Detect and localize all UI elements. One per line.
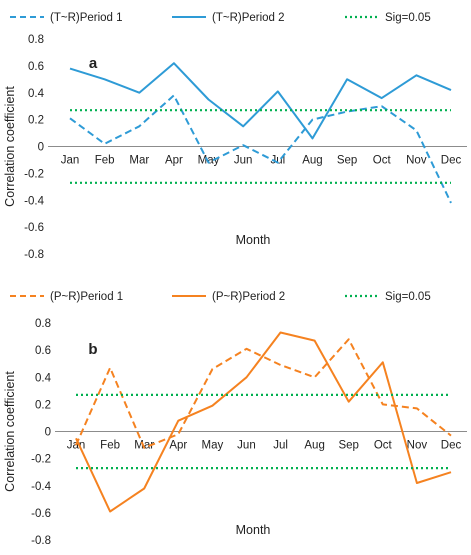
panel-label: b <box>88 341 97 358</box>
y-tick-label: -0.2 <box>24 168 44 180</box>
y-tick-label: 0.6 <box>28 61 44 73</box>
series-line-0-0 <box>69 94 452 204</box>
legend-label: (P~R)Period 1 <box>50 291 123 303</box>
y-tick-label: 0.4 <box>35 372 52 384</box>
y-tick-label: -0.2 <box>31 454 51 466</box>
x-tick-label: Feb <box>100 440 120 452</box>
x-tick-label: Dec <box>441 155 462 167</box>
y-tick-label: -0.6 <box>24 222 44 234</box>
x-tick-label: Nov <box>406 155 427 167</box>
y-axis-title: Correlation coefficient <box>3 86 17 207</box>
y-tick-label: -0.8 <box>24 249 44 261</box>
x-tick-label: Jul <box>273 440 288 452</box>
series-line-1-0 <box>75 338 452 449</box>
y-tick-label: 0.8 <box>28 34 44 46</box>
x-tick-label: May <box>198 155 220 167</box>
x-tick-label: Dec <box>441 440 462 452</box>
x-tick-label: Sep <box>338 440 358 452</box>
panel-label: a <box>89 55 98 72</box>
legend-label: Sig=0.05 <box>385 291 431 303</box>
x-axis-title: Month <box>236 523 271 537</box>
x-tick-label: Oct <box>374 440 393 452</box>
y-tick-label: 0.2 <box>28 115 44 127</box>
x-tick-label: Jun <box>237 440 256 452</box>
legend-label: (P~R)Period 2 <box>212 291 285 303</box>
series-line-1-1 <box>75 331 452 513</box>
y-tick-label: -0.6 <box>31 508 51 520</box>
x-tick-label: Mar <box>129 155 149 167</box>
x-tick-label: Jan <box>61 155 80 167</box>
x-tick-label: Sep <box>337 155 357 167</box>
y-tick-label: -0.8 <box>31 535 51 547</box>
x-tick-label: May <box>201 440 223 452</box>
x-tick-label: Feb <box>95 155 115 167</box>
legend-label: (T~R)Period 1 <box>50 12 123 24</box>
legend-label: Sig=0.05 <box>385 12 431 24</box>
x-tick-label: Oct <box>373 155 392 167</box>
x-tick-label: Aug <box>304 440 324 452</box>
y-tick-label: 0 <box>45 427 51 439</box>
x-tick-label: Jun <box>234 155 253 167</box>
y-tick-label: 0 <box>38 142 44 154</box>
y-tick-label: 0.6 <box>35 345 51 357</box>
x-axis-title: Month <box>236 233 271 247</box>
y-tick-label: -0.4 <box>24 195 44 207</box>
y-tick-label: 0.2 <box>35 399 51 411</box>
y-tick-label: 0.8 <box>35 318 51 330</box>
y-axis-title: Correlation coefficient <box>3 371 17 492</box>
x-tick-label: Nov <box>407 440 428 452</box>
x-tick-label: Apr <box>169 440 187 452</box>
y-tick-label: -0.4 <box>31 481 51 493</box>
y-tick-label: 0.4 <box>28 88 45 100</box>
legend-label: (T~R)Period 2 <box>212 12 285 24</box>
series-line-0-1 <box>69 62 452 140</box>
x-tick-label: Jan <box>67 440 86 452</box>
x-tick-label: Aug <box>302 155 322 167</box>
x-tick-label: Apr <box>165 155 183 167</box>
